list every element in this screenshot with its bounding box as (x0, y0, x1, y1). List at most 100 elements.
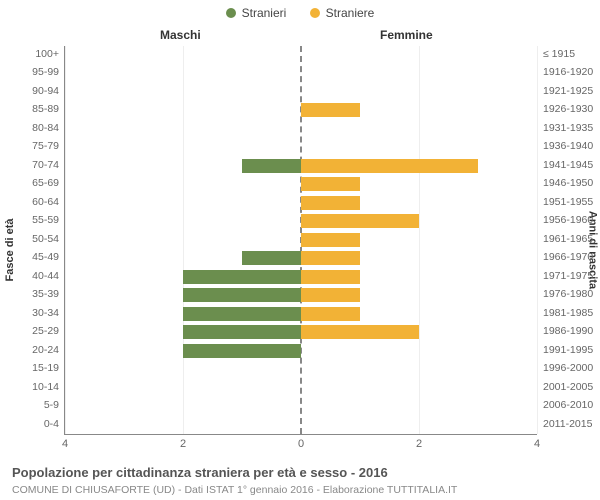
age-row: 60-641951-1955 (65, 194, 537, 212)
birth-year-label: 1946-1950 (537, 177, 593, 189)
bar-male (183, 270, 301, 284)
panel-label-female: Femmine (380, 28, 433, 42)
age-band-label: 95-99 (32, 66, 65, 78)
birth-year-label: 1926-1930 (537, 103, 593, 115)
age-row: 5-92006-2010 (65, 397, 537, 415)
age-row: 85-891926-1930 (65, 101, 537, 119)
age-row: 70-741941-1945 (65, 157, 537, 175)
age-band-label: 85-89 (32, 103, 65, 115)
age-band-label: 10-14 (32, 381, 65, 393)
legend: Stranieri Straniere (0, 6, 600, 21)
x-tick-label: 4 (62, 434, 68, 450)
age-row: 75-791936-1940 (65, 138, 537, 156)
bar-female (301, 177, 360, 191)
age-band-label: 25-29 (32, 325, 65, 337)
legend-swatch-male (226, 8, 236, 18)
age-row: 15-191996-2000 (65, 360, 537, 378)
birth-year-label: 1921-1925 (537, 85, 593, 97)
panel-label-male: Maschi (160, 28, 201, 42)
age-row: 50-541961-1965 (65, 231, 537, 249)
age-band-label: 5-9 (44, 399, 65, 411)
age-band-label: 45-49 (32, 251, 65, 263)
age-band-label: 0-4 (44, 418, 65, 430)
age-row: 95-991916-1920 (65, 64, 537, 82)
age-row: 45-491966-1970 (65, 249, 537, 267)
age-row: 100+≤ 1915 (65, 46, 537, 64)
birth-year-label: 2011-2015 (537, 418, 592, 430)
age-row: 30-341981-1985 (65, 305, 537, 323)
legend-swatch-female (310, 8, 320, 18)
birth-year-label: 1961-1965 (537, 233, 593, 245)
population-pyramid-chart: Stranieri Straniere Maschi Femmine Fasce… (0, 0, 600, 500)
bar-male (183, 307, 301, 321)
bar-female (301, 307, 360, 321)
bar-male (183, 325, 301, 339)
birth-year-label: 1991-1995 (537, 344, 593, 356)
age-row: 65-691946-1950 (65, 175, 537, 193)
birth-year-label: 2001-2005 (537, 381, 593, 393)
birth-year-label: 1986-1990 (537, 325, 593, 337)
chart-caption: Popolazione per cittadinanza straniera p… (12, 465, 388, 480)
age-band-label: 35-39 (32, 288, 65, 300)
bar-male (183, 288, 301, 302)
age-band-label: 65-69 (32, 177, 65, 189)
bar-female (301, 103, 360, 117)
age-row: 25-291986-1990 (65, 323, 537, 341)
age-row: 90-941921-1925 (65, 83, 537, 101)
birth-year-label: 1956-1960 (537, 214, 593, 226)
legend-label-female: Straniere (326, 6, 375, 20)
birth-year-label: 1996-2000 (537, 362, 593, 374)
birth-year-label: 1931-1935 (537, 122, 593, 134)
age-row: 40-441971-1975 (65, 268, 537, 286)
bar-female (301, 159, 478, 173)
x-tick-label: 2 (416, 434, 422, 450)
birth-year-label: 1971-1975 (537, 270, 593, 282)
birth-year-label: 1951-1955 (537, 196, 593, 208)
birth-year-label: 1966-1970 (537, 251, 593, 263)
age-band-label: 20-24 (32, 344, 65, 356)
age-band-label: 40-44 (32, 270, 65, 282)
age-row: 80-841931-1935 (65, 120, 537, 138)
bar-female (301, 270, 360, 284)
x-tick-label: 2 (180, 434, 186, 450)
bar-male (183, 344, 301, 358)
birth-year-label: 1976-1980 (537, 288, 593, 300)
age-band-label: 55-59 (32, 214, 65, 226)
age-row: 10-142001-2005 (65, 379, 537, 397)
x-tick-label: 0 (298, 434, 304, 450)
age-row: 20-241991-1995 (65, 342, 537, 360)
bar-female (301, 233, 360, 247)
bar-female (301, 251, 360, 265)
age-band-label: 80-84 (32, 122, 65, 134)
age-band-label: 30-34 (32, 307, 65, 319)
bar-female (301, 196, 360, 210)
age-band-label: 90-94 (32, 85, 65, 97)
birth-year-label: 1936-1940 (537, 140, 593, 152)
birth-year-label: ≤ 1915 (537, 48, 575, 60)
age-row: 35-391976-1980 (65, 286, 537, 304)
legend-label-male: Stranieri (242, 6, 287, 20)
age-band-label: 60-64 (32, 196, 65, 208)
plot-area: 02244100+≤ 191595-991916-192090-941921-1… (64, 46, 537, 435)
bar-female (301, 214, 419, 228)
legend-item-male: Stranieri (226, 6, 287, 20)
birth-year-label: 1941-1945 (537, 159, 593, 171)
x-tick-label: 4 (534, 434, 540, 450)
birth-year-label: 1916-1920 (537, 66, 593, 78)
age-row: 55-591956-1960 (65, 212, 537, 230)
birth-year-label: 1981-1985 (537, 307, 593, 319)
age-band-label: 70-74 (32, 159, 65, 171)
chart-subcaption: COMUNE DI CHIUSAFORTE (UD) - Dati ISTAT … (12, 484, 457, 496)
bar-female (301, 325, 419, 339)
age-row: 0-42011-2015 (65, 416, 537, 434)
age-band-label: 50-54 (32, 233, 65, 245)
age-band-label: 75-79 (32, 140, 65, 152)
age-band-label: 15-19 (32, 362, 65, 374)
bar-male (242, 159, 301, 173)
y-axis-title-left: Fasce di età (4, 219, 16, 282)
birth-year-label: 2006-2010 (537, 399, 593, 411)
bar-female (301, 288, 360, 302)
bar-male (242, 251, 301, 265)
legend-item-female: Straniere (310, 6, 375, 20)
age-band-label: 100+ (35, 48, 65, 60)
